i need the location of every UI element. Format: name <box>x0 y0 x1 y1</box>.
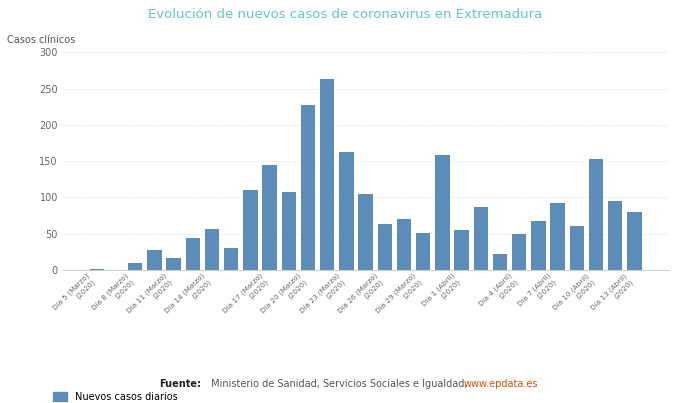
Bar <box>627 212 642 270</box>
Bar <box>589 159 603 270</box>
Bar <box>301 105 315 270</box>
Bar <box>128 263 143 270</box>
Bar <box>282 192 296 270</box>
Text: Evolución de nuevos casos de coronavirus en Extremadura: Evolución de nuevos casos de coronavirus… <box>148 8 542 21</box>
Bar <box>186 238 200 270</box>
Bar <box>320 79 335 270</box>
Bar <box>205 229 219 270</box>
Text: www.epdata.es: www.epdata.es <box>464 379 538 389</box>
Bar <box>377 224 392 270</box>
Bar <box>435 156 450 270</box>
Bar <box>397 219 411 270</box>
Bar <box>455 230 469 270</box>
Bar <box>224 248 239 270</box>
Legend: Nuevos casos diarios: Nuevos casos diarios <box>49 388 181 403</box>
Bar <box>493 254 507 270</box>
Bar <box>339 152 354 270</box>
Bar <box>244 190 257 270</box>
Bar <box>359 194 373 270</box>
Bar <box>570 226 584 270</box>
Text: Ministerio de Sanidad, Servicios Sociales e Igualdad,: Ministerio de Sanidad, Servicios Sociale… <box>208 379 471 389</box>
Text: Casos clínicos: Casos clínicos <box>8 35 76 45</box>
Bar <box>90 268 104 270</box>
Bar <box>262 165 277 270</box>
Bar <box>416 233 431 270</box>
Bar <box>608 201 622 270</box>
Bar <box>512 234 526 270</box>
Text: Fuente:: Fuente: <box>159 379 201 389</box>
Bar <box>474 207 488 270</box>
Bar <box>166 258 181 270</box>
Bar <box>147 250 161 270</box>
Bar <box>551 203 565 270</box>
Bar <box>531 221 546 270</box>
